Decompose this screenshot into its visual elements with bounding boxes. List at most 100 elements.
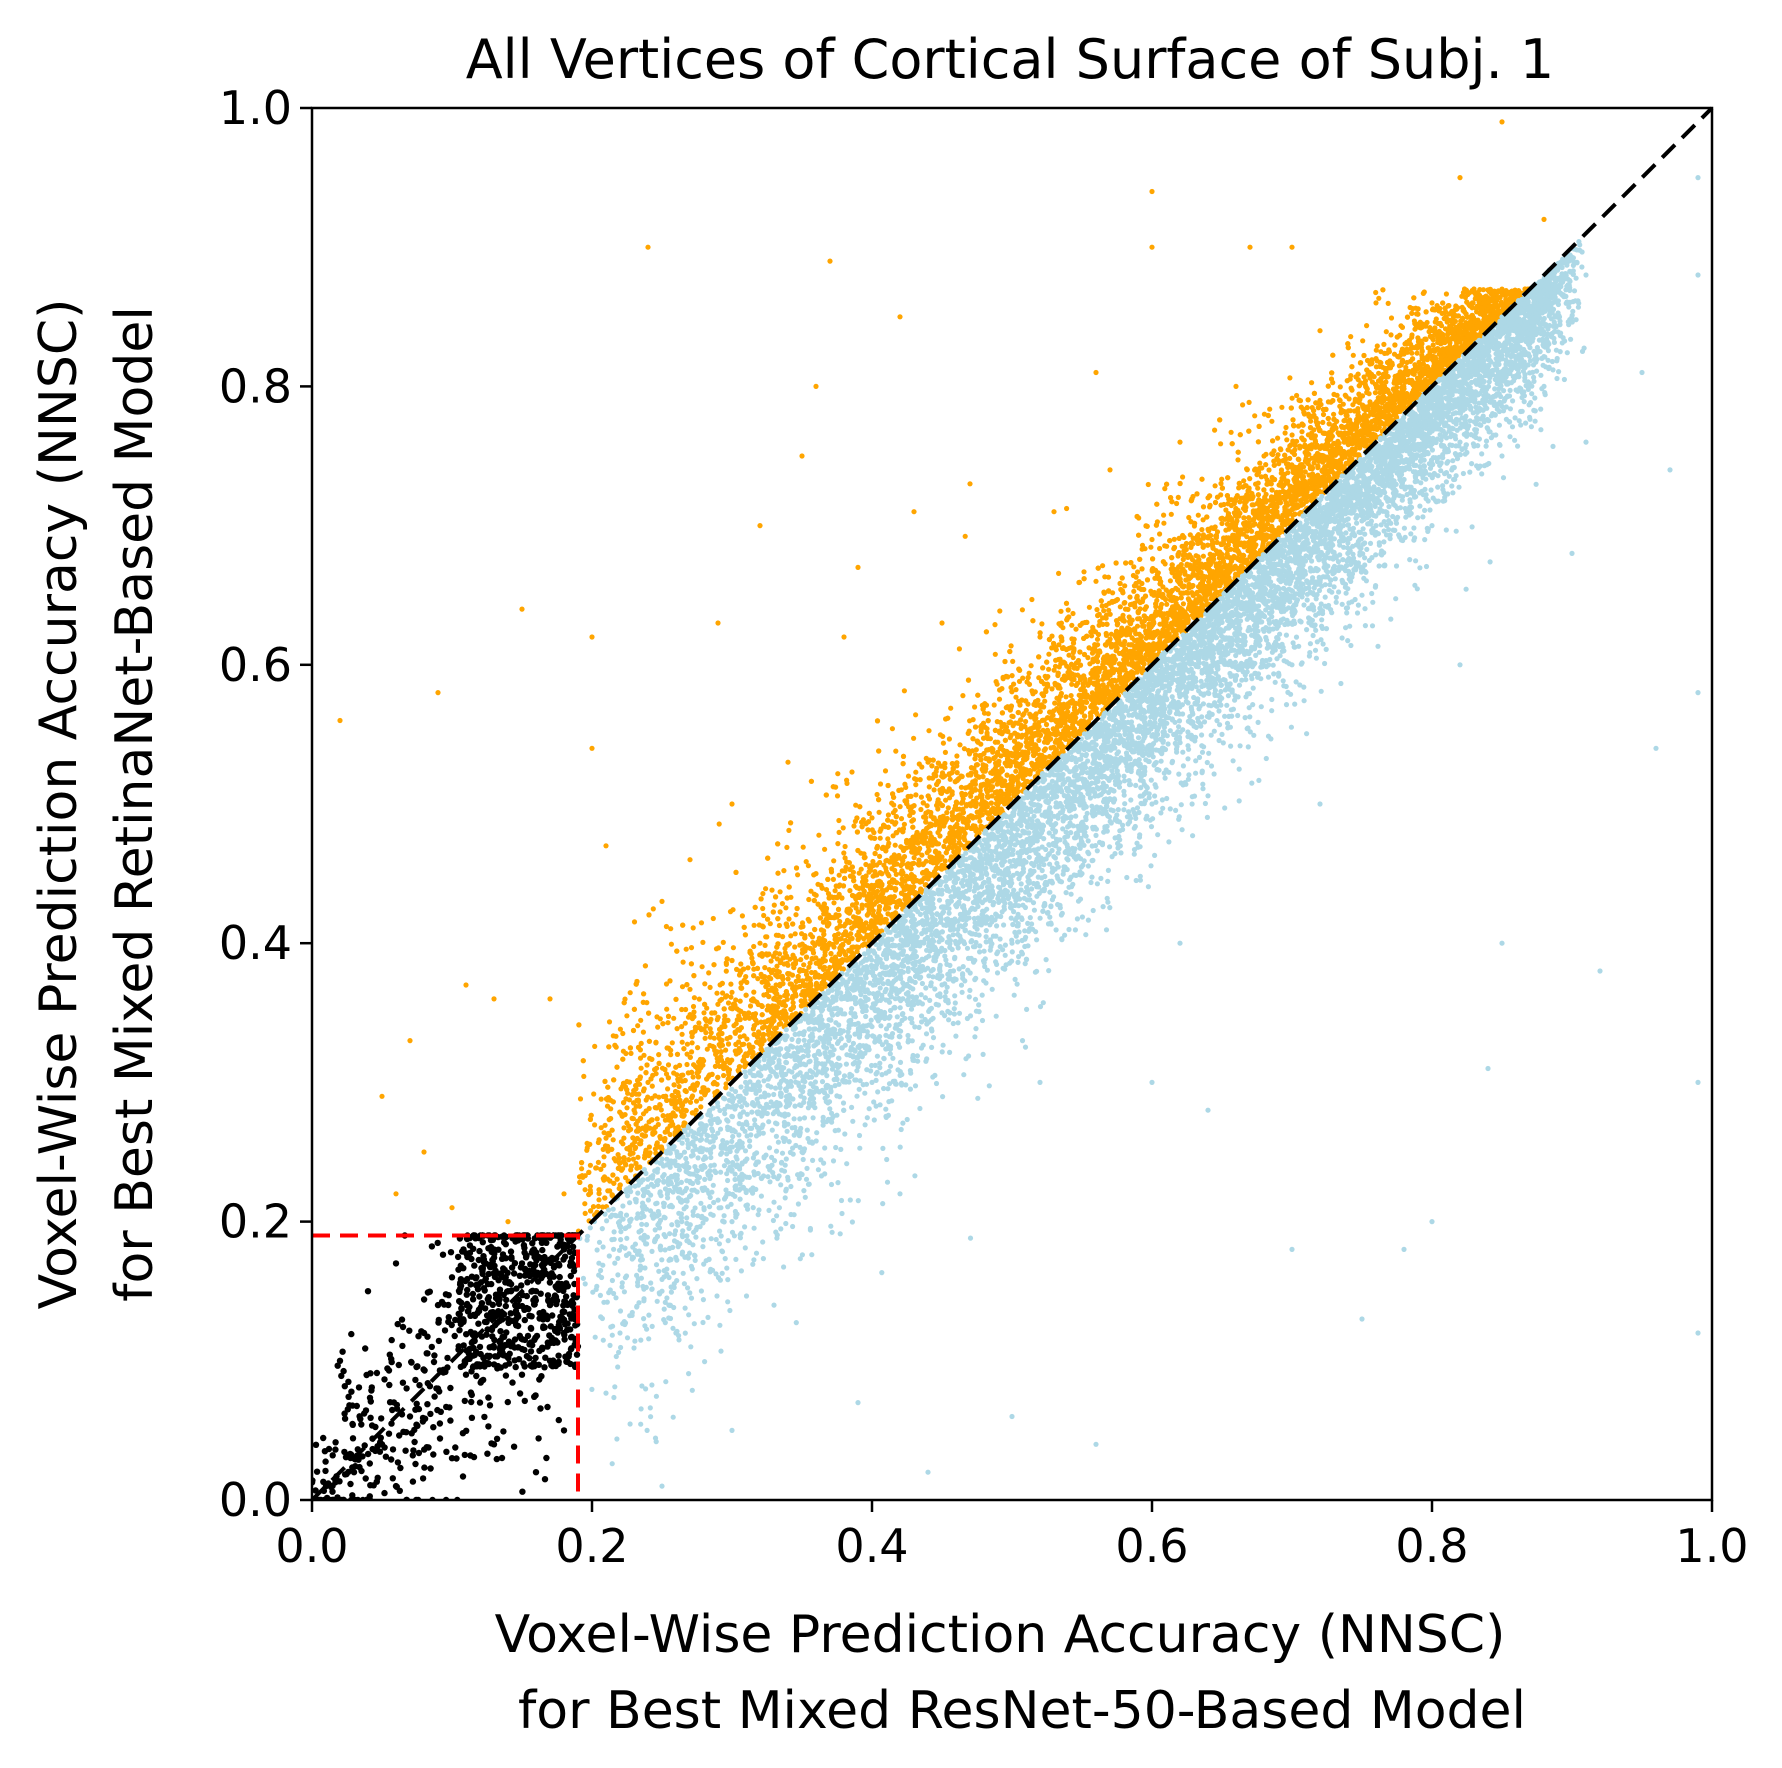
scatter-point-orange	[679, 1039, 685, 1045]
scatter-point-orange	[1195, 512, 1201, 518]
scatter-point-orange	[693, 1098, 700, 1104]
scatter-point-orange	[942, 760, 948, 767]
scatter-point-orange	[926, 784, 932, 790]
scatter-point-orange	[643, 1097, 649, 1103]
scatter-point-orange	[917, 777, 923, 783]
scatter-point-orange	[783, 905, 789, 911]
scatter-point-orange	[1381, 341, 1387, 347]
scatter-point-orange	[638, 1017, 644, 1023]
scatter-point-orange	[877, 835, 883, 841]
scatter-point-orange	[913, 792, 919, 798]
scatter-point-orange	[1295, 423, 1302, 429]
scatter-point-orange	[691, 995, 698, 1001]
scatter-point-orange	[720, 990, 726, 996]
scatter-point-orange	[592, 1043, 598, 1049]
scatter-point-orange	[1019, 607, 1025, 613]
scatter-point-orange	[689, 1049, 695, 1055]
scatter-point-orange	[690, 1003, 697, 1010]
scatter-point-orange	[896, 852, 902, 859]
scatter-point-orange	[1263, 462, 1269, 468]
scatter-point-orange	[688, 945, 695, 951]
scatter-point-orange	[1242, 483, 1248, 489]
scatter-point-orange	[1257, 460, 1263, 466]
scatter-point-orange	[714, 990, 720, 996]
scatter-point-orange	[1161, 512, 1167, 518]
scatter-point-orange	[1188, 544, 1194, 551]
scatter-point-orange	[1175, 494, 1181, 500]
scatter-point-orange	[901, 688, 908, 694]
scatter-point-orange	[1331, 411, 1337, 417]
scatter-point-orange	[1296, 457, 1302, 463]
scatter-point-orange	[1164, 601, 1170, 607]
scatter-point-orange	[913, 712, 919, 718]
scatter-point-orange	[595, 1159, 602, 1165]
scatter-point-orange	[618, 1139, 625, 1145]
scatter-point-orange	[1052, 700, 1058, 706]
scatter-point-orange	[882, 768, 889, 774]
scatter-point-orange	[1100, 563, 1106, 569]
scatter-point-orange	[602, 1122, 608, 1128]
scatter-point-orange	[1267, 406, 1273, 412]
scatter-point-orange	[806, 964, 812, 970]
scatter-point-orange	[1208, 596, 1214, 602]
scatter-point-orange	[1279, 404, 1285, 410]
scatter-point-orange	[656, 1052, 662, 1058]
scatter-point-orange	[1157, 531, 1163, 537]
scatter-point-orange	[877, 781, 884, 787]
scatter-point-orange	[1117, 604, 1123, 610]
scatter-point-orange	[711, 1035, 717, 1041]
scatter-point-orange	[996, 696, 1003, 702]
scatter-point-orange	[632, 1145, 638, 1152]
scatter-point-orange	[760, 891, 766, 897]
scatter-point-orange	[767, 921, 773, 927]
scatter-point-orange	[844, 777, 850, 783]
scatter-point-orange	[617, 1026, 624, 1032]
scatter-point-orange	[1094, 636, 1101, 642]
scatter-point-orange	[690, 925, 696, 931]
scatter-point-orange	[650, 906, 656, 912]
scatter-point-orange	[635, 1154, 641, 1160]
scatter-point-orange	[847, 919, 853, 925]
scatter-point-orange	[877, 853, 883, 860]
scatter-point-orange	[800, 844, 806, 850]
series-orange-points	[337, 119, 1547, 1234]
scatter-point-orange	[1127, 594, 1133, 600]
scatter-point-orange	[643, 1108, 649, 1114]
scatter-point-orange	[855, 909, 861, 915]
scatter-point-orange	[859, 905, 865, 911]
scatter-point-orange	[901, 821, 908, 827]
scatter-point-orange	[627, 990, 633, 996]
scatter-point-orange	[1219, 520, 1225, 527]
scatter-point-orange	[641, 1052, 647, 1058]
scatter-point-orange	[658, 1107, 664, 1113]
scatter-point-orange	[837, 918, 843, 925]
scatter-point-orange	[840, 825, 846, 831]
scatter-point-orange	[771, 902, 777, 908]
scatter-point-orange	[624, 1105, 630, 1111]
scatter-point-orange	[708, 1016, 714, 1023]
scatter-point-orange	[1162, 486, 1168, 492]
scatter-point-orange	[587, 1162, 594, 1168]
scatter-point-orange	[1063, 694, 1069, 700]
scatter-point-orange	[689, 1093, 696, 1099]
scatter-point-orange	[676, 1083, 682, 1090]
scatter-point-orange	[704, 1046, 710, 1052]
scatter-point-orange	[723, 961, 730, 968]
scatter-point-orange	[669, 1040, 675, 1046]
scatter-point-orange	[1094, 607, 1100, 613]
scatter-point-orange	[795, 872, 801, 878]
scatter-point-orange	[655, 1024, 661, 1030]
scatter-point-orange	[707, 984, 713, 991]
scatter-point-orange	[582, 1210, 588, 1216]
scatter-point-orange	[831, 858, 837, 864]
scatter-point-orange	[592, 1122, 598, 1128]
scatter-point-orange	[702, 981, 708, 987]
scatter-point-orange	[1157, 545, 1163, 552]
scatter-point-orange	[1249, 528, 1255, 534]
scatter-point-orange	[683, 1097, 690, 1103]
scatter-point-orange	[1043, 721, 1050, 728]
scatter-point-orange	[1430, 342, 1436, 348]
scatter-point-orange	[931, 787, 937, 793]
scatter-point-orange	[591, 1091, 597, 1097]
scatter-point-orange	[1069, 681, 1075, 687]
